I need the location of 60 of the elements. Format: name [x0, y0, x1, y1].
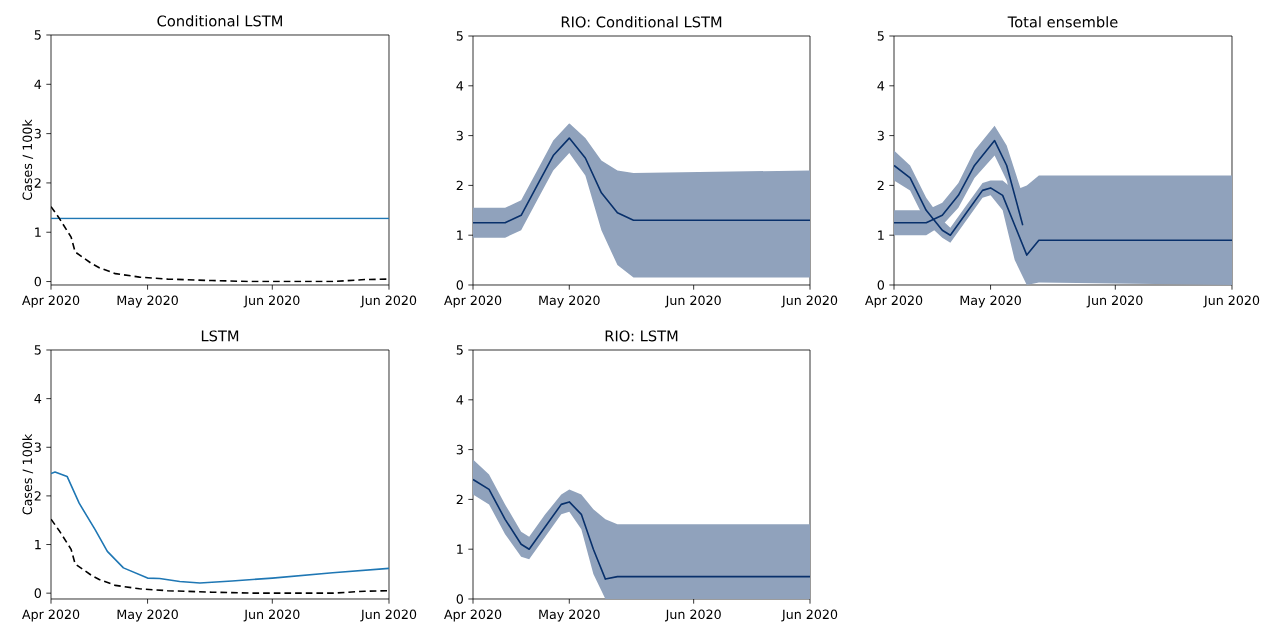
- y-tick-label: 0: [877, 280, 885, 290]
- y-tick-label: 2: [456, 494, 463, 505]
- x-tick-label: Jun 2020: [243, 295, 300, 308]
- x-tick-label: Apr 2020: [22, 609, 80, 622]
- y-tick-label: 5: [34, 30, 41, 40]
- y-tick-label: 2: [34, 178, 41, 188]
- x-tick-label: May 2020: [117, 295, 178, 308]
- chart-title: RIO: LSTM: [605, 330, 678, 342]
- x-tick-label: May 2020: [539, 609, 600, 622]
- line-series: [51, 471, 389, 584]
- y-tick-label: 4: [34, 394, 42, 404]
- y-tick-label: 1: [878, 230, 884, 240]
- y-tick-label: 0: [456, 594, 464, 604]
- chart-title: Total ensemble: [1007, 16, 1118, 28]
- x-tick-label: Jun 2020: [1086, 295, 1143, 308]
- x-tick-label: Apr 2020: [865, 295, 923, 308]
- y-tick-label: 3: [34, 128, 41, 139]
- y-tick-label: 4: [877, 81, 885, 91]
- y-tick-label: 2: [456, 180, 463, 191]
- y-tick-label: 1: [457, 230, 463, 240]
- x-tick-label: May 2020: [960, 295, 1021, 308]
- y-tick-label: 4: [456, 395, 464, 405]
- x-tick-label: Jun 2020: [664, 609, 721, 622]
- y-tick-label: 0: [34, 276, 42, 287]
- x-tick-label: Jun 2020: [1203, 295, 1260, 308]
- x-tick-label: Jun 2020: [360, 609, 417, 622]
- y-axis-title: Cases / 100k: [22, 119, 34, 200]
- y-tick-label: 4: [456, 81, 464, 91]
- x-tick-label: May 2020: [539, 295, 600, 308]
- chart-title: LSTM: [201, 330, 239, 342]
- y-tick-label: 5: [34, 345, 41, 355]
- y-tick-label: 1: [35, 539, 41, 550]
- y-tick-label: 1: [35, 227, 41, 237]
- y-tick-label: 5: [877, 31, 884, 41]
- y-tick-label: 3: [456, 130, 463, 141]
- y-tick-label: 3: [877, 130, 884, 141]
- y-tick-label: 1: [457, 544, 463, 554]
- x-tick-label: Jun 2020: [781, 295, 838, 308]
- y-tick-label: 5: [456, 31, 463, 41]
- x-tick-label: Apr 2020: [444, 295, 502, 308]
- x-tick-label: Jun 2020: [664, 295, 721, 308]
- x-tick-label: Jun 2020: [781, 609, 838, 622]
- y-tick-label: 0: [456, 280, 464, 290]
- x-tick-label: May 2020: [117, 609, 178, 622]
- x-tick-label: Jun 2020: [360, 295, 417, 308]
- line-series: [473, 478, 810, 580]
- y-tick-label: 4: [34, 79, 42, 89]
- y-tick-label: 3: [34, 442, 41, 453]
- y-tick-label: 0: [34, 588, 42, 598]
- y-tick-label: 2: [877, 180, 884, 191]
- chart-title: Conditional LSTM: [157, 15, 282, 27]
- x-tick-label: Jun 2020: [243, 609, 300, 622]
- y-axis-title: Cases / 100k: [22, 433, 34, 515]
- y-tick-label: 5: [456, 345, 463, 355]
- x-tick-label: Apr 2020: [22, 295, 80, 308]
- chart-title: RIO: Conditional LSTM: [561, 16, 722, 28]
- y-tick-label: 3: [456, 444, 463, 455]
- y-tick-label: 2: [34, 491, 41, 501]
- x-tick-label: Apr 2020: [444, 609, 502, 622]
- line-series: [473, 137, 810, 224]
